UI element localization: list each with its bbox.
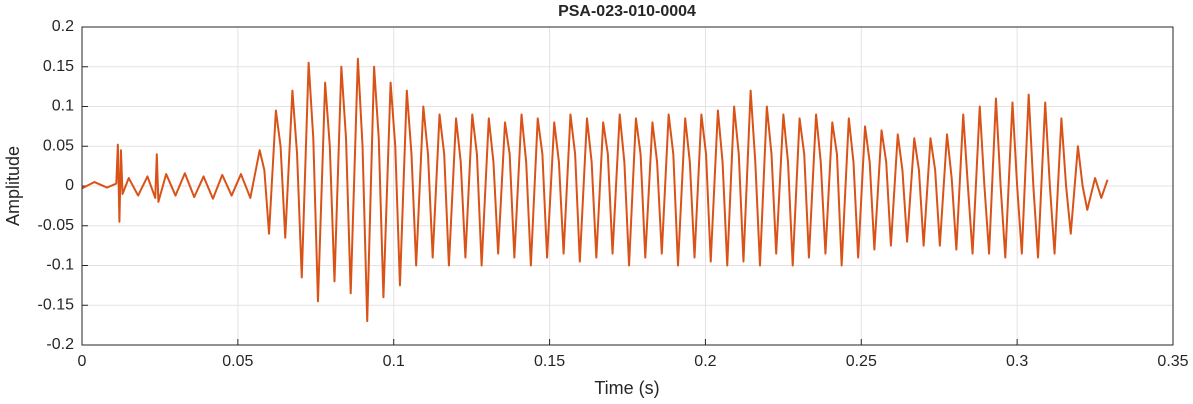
y-tick-label: -0.15 xyxy=(38,296,75,313)
x-tick-label: 0.15 xyxy=(534,353,565,370)
plot-frame xyxy=(81,26,1174,346)
chart-title: PSA-023-010-0004 xyxy=(558,3,696,20)
x-tick-label: 0.1 xyxy=(383,353,405,370)
y-tick-label: -0.2 xyxy=(46,336,74,353)
x-tick-label: 0.05 xyxy=(222,353,253,370)
y-tick-label: -0.05 xyxy=(38,217,75,234)
x-tick-label: 0.35 xyxy=(1157,353,1188,370)
x-tick-label: 0 xyxy=(78,353,87,370)
y-tick-label: -0.1 xyxy=(46,257,74,274)
waveform-line xyxy=(81,57,1109,323)
y-tick-label: 0.05 xyxy=(43,137,74,154)
y-axis-label: Amplitude xyxy=(3,146,23,226)
y-tick-label: 0 xyxy=(65,177,74,194)
x-tick-label: 0.2 xyxy=(694,353,716,370)
y-tick-label: 0.15 xyxy=(43,58,74,75)
y-tick-label: 0.1 xyxy=(52,98,74,115)
x-tick-label: 0.3 xyxy=(1006,353,1028,370)
x-axis-label: Time (s) xyxy=(594,378,659,398)
x-tick-label: 0.25 xyxy=(846,353,877,370)
y-tick-label: 0.2 xyxy=(52,18,74,35)
